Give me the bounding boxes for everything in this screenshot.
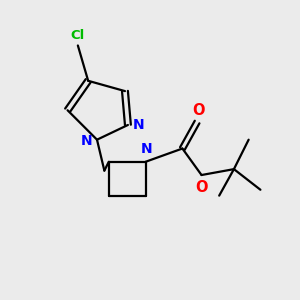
Text: N: N: [141, 142, 153, 157]
Text: O: O: [195, 180, 208, 195]
Text: N: N: [132, 118, 144, 132]
Text: N: N: [81, 134, 93, 148]
Text: Cl: Cl: [71, 29, 85, 42]
Text: O: O: [192, 103, 205, 118]
